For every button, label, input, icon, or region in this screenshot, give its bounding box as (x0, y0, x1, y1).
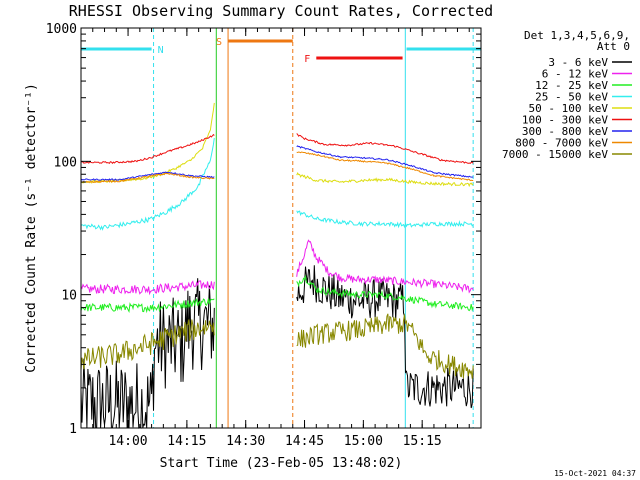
series-6-12-kev-segment-1 (296, 239, 474, 294)
flag-f-label: F (304, 54, 310, 65)
series-100-300-kev-segment-0 (80, 133, 215, 165)
series-7000-15000-kev-segment-0 (80, 319, 215, 370)
series-50-100-kev-segment-0 (80, 102, 215, 184)
series-50-100-kev-segment-1 (296, 172, 474, 188)
y-tick-label-1000: 1000 (46, 22, 77, 37)
series-100-300-kev-segment-1 (296, 133, 474, 164)
series-25-50-kev-segment-1 (296, 210, 474, 229)
legend-label-25-50-kev: 25 - 50 keV (535, 91, 608, 104)
series-800-7000-kev-segment-0 (80, 172, 215, 183)
plot-frame (80, 27, 482, 429)
legend-label-100-300-kev: 100 - 300 keV (522, 114, 608, 127)
legend-label-7000-15000-kev: 7000 - 15000 keV (502, 148, 608, 161)
legend-label-300-800-kev: 300 - 800 keV (522, 125, 608, 138)
x-tick-label-1445: 14:45 (285, 434, 324, 449)
x-tick-label-1400: 14:00 (108, 434, 147, 449)
legend-label-12-25-kev: 12 - 25 keV (535, 79, 608, 92)
y-tick-label-1: 1 (69, 422, 77, 437)
series-12-25-kev-segment-1 (296, 274, 474, 312)
y-axis-label: Corrected Count Rate (s⁻¹ detector⁻¹) (24, 83, 39, 373)
x-tick-label-1500: 15:00 (344, 434, 383, 449)
series-3-6-kev-segment-0 (80, 278, 215, 429)
attenuator-flags: N S F (81, 37, 481, 65)
flag-s-label: S (216, 37, 222, 48)
legend-header-line-2: Att 0 (597, 40, 630, 53)
flag-n-label: N (158, 45, 164, 56)
series-12-25-kev-segment-0 (80, 297, 215, 314)
x-tick-label-1515: 15:15 (403, 434, 442, 449)
axis-ticks: 14:00 14:15 14:30 14:45 15:00 15:15 1 10 100 1000 (46, 22, 482, 449)
legend-label-50-100-kev: 50 - 100 keV (529, 102, 609, 115)
series-800-7000-kev-segment-1 (296, 151, 474, 182)
series-6-12-kev-segment-0 (80, 280, 215, 296)
series-300-800-kev-segment-1 (296, 145, 474, 178)
y-tick-label-10: 10 (61, 289, 77, 304)
legend-label-800-7000-kev: 800 - 7000 keV (515, 137, 608, 150)
legend-header-line-1: Det 1,3,4,5,6,9, (524, 29, 630, 42)
chart-title: RHESSI Observing Summary Count Rates, Co… (69, 2, 493, 20)
series-300-800-kev-segment-0 (80, 171, 215, 181)
y-tick-label-100: 100 (54, 155, 77, 170)
timestamp: 15-Oct-2021 04:37 (554, 469, 636, 478)
series-7000-15000-kev-segment-1 (296, 313, 474, 379)
series-lines (80, 102, 474, 429)
series-25-50-kev-segment-0 (80, 138, 215, 231)
legend-label-6-12-kev: 6 - 12 keV (542, 68, 609, 81)
x-tick-label-1430: 14:30 (226, 434, 265, 449)
legend-label-3-6-kev: 3 - 6 keV (548, 56, 608, 69)
x-tick-label-1415: 14:15 (167, 434, 206, 449)
series-3-6-kev-segment-1 (296, 265, 474, 409)
x-axis-label: Start Time (23-Feb-05 13:48:02) (160, 456, 403, 471)
